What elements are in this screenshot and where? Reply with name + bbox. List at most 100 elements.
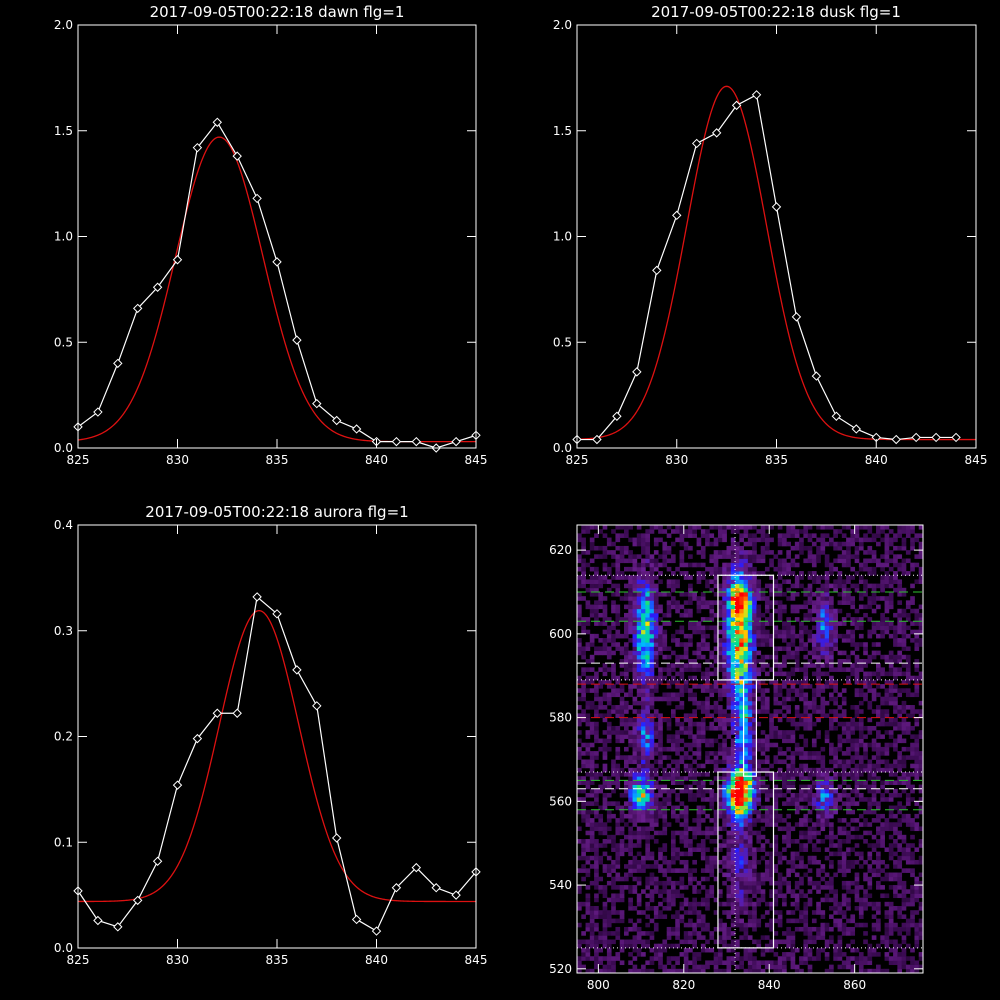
heatmap-cell — [717, 591, 723, 597]
heatmap-cell — [777, 922, 783, 928]
heatmap-cell — [739, 926, 744, 932]
heatmap-cell — [777, 558, 783, 564]
heatmap-cell — [645, 939, 651, 945]
heatmap-cell — [623, 529, 629, 534]
heatmap-cell — [688, 843, 693, 848]
heatmap-cell — [615, 952, 621, 957]
heatmap-cell — [824, 646, 830, 652]
heatmap-cell — [594, 650, 599, 656]
heatmap-cell — [730, 847, 736, 852]
heatmap-cell — [739, 801, 744, 806]
heatmap-cell — [709, 625, 715, 631]
heatmap-cell — [794, 751, 800, 756]
heatmap-cell — [645, 554, 651, 559]
heatmap-cell — [841, 709, 847, 714]
heatmap-cell — [743, 558, 749, 564]
heatmap-cell — [769, 730, 774, 735]
heatmap-cell — [803, 906, 809, 911]
heatmap-cell — [726, 859, 732, 865]
heatmap-cell — [739, 650, 744, 656]
heatmap-cell — [786, 943, 791, 949]
heatmap-cell — [747, 859, 753, 865]
heatmap-cell — [786, 931, 791, 936]
heatmap-cell — [709, 533, 715, 538]
heatmap-cell — [692, 734, 697, 739]
heatmap-cell — [713, 550, 719, 555]
heatmap-cell — [876, 767, 881, 773]
heatmap-cell — [636, 600, 642, 605]
heatmap-cell — [726, 885, 732, 890]
heatmap-cell — [739, 671, 744, 677]
heatmap-cell — [735, 734, 740, 739]
heatmap-cell — [871, 784, 877, 790]
heatmap-cell — [709, 818, 715, 823]
heatmap-cell — [769, 809, 774, 815]
heatmap-cell — [628, 608, 633, 614]
heatmap-cell — [679, 776, 685, 781]
heatmap-cell — [773, 897, 779, 903]
heatmap-cell — [824, 956, 830, 961]
aurora-xtick-label: 840 — [365, 953, 388, 967]
heatmap-cell — [662, 843, 668, 848]
heatmap-cell — [863, 751, 868, 756]
heatmap-cell — [726, 596, 732, 601]
heatmap-cell — [777, 918, 783, 924]
heatmap-cell — [730, 872, 736, 878]
heatmap-cell — [811, 767, 817, 773]
heatmap-cell — [577, 721, 582, 727]
heatmap-cell — [756, 554, 762, 559]
heatmap-cell — [846, 667, 851, 672]
heatmap-cell — [773, 893, 779, 899]
heatmap-cell — [649, 826, 655, 832]
heatmap-cell — [675, 751, 680, 756]
heatmap-cell — [752, 612, 757, 618]
heatmap-cell — [594, 617, 599, 622]
heatmap-cell — [735, 880, 740, 886]
heatmap-cell — [876, 968, 881, 973]
heatmap-cell — [739, 604, 744, 610]
aurora-data-point — [351, 914, 362, 925]
heatmap-cell — [863, 533, 868, 538]
heatmap-cell — [876, 776, 881, 781]
heatmap-cell — [726, 688, 732, 693]
heatmap-cell — [820, 671, 826, 677]
heatmap-cell — [824, 822, 830, 827]
heatmap-cell — [645, 931, 651, 936]
heatmap-cell — [799, 784, 804, 790]
heatmap-cell — [730, 545, 736, 551]
heatmap-cell — [824, 638, 830, 643]
heatmap-cell — [786, 780, 791, 785]
heatmap-cell — [807, 721, 813, 727]
heatmap-cell — [829, 621, 834, 626]
heatmap-cell — [747, 780, 753, 785]
heatmap-cell — [700, 654, 706, 660]
heatmap-cell — [824, 968, 830, 973]
heatmap-cell — [816, 751, 821, 756]
heatmap-cell — [662, 667, 668, 672]
heatmap-cell — [705, 658, 710, 664]
heatmap-cell — [619, 650, 625, 656]
heatmap-cell — [858, 759, 864, 765]
heatmap-cell — [735, 738, 740, 744]
heatmap-cell — [854, 960, 860, 966]
heatmap-cell — [880, 633, 885, 639]
heatmap-cell — [602, 545, 608, 551]
heatmap-cell — [717, 658, 723, 664]
heatmap-cell — [636, 566, 642, 572]
heatmap-cell — [589, 818, 595, 823]
heatmap-cell — [611, 788, 616, 794]
heatmap-cell — [730, 554, 736, 559]
heatmap-cell — [577, 575, 582, 580]
heatmap-cell — [606, 956, 612, 961]
heatmap-cell — [577, 755, 582, 760]
heatmap-cell — [747, 713, 753, 718]
heatmap-cell — [585, 746, 591, 752]
heatmap-cell — [876, 864, 881, 869]
heatmap-cell — [833, 893, 838, 899]
heatmap-cell — [632, 755, 638, 760]
heatmap-cell — [854, 956, 860, 961]
heatmap-cell — [636, 792, 642, 798]
heatmap-cell — [811, 822, 817, 827]
heatmap-cell — [871, 688, 877, 693]
heatmap-cell — [799, 679, 804, 685]
